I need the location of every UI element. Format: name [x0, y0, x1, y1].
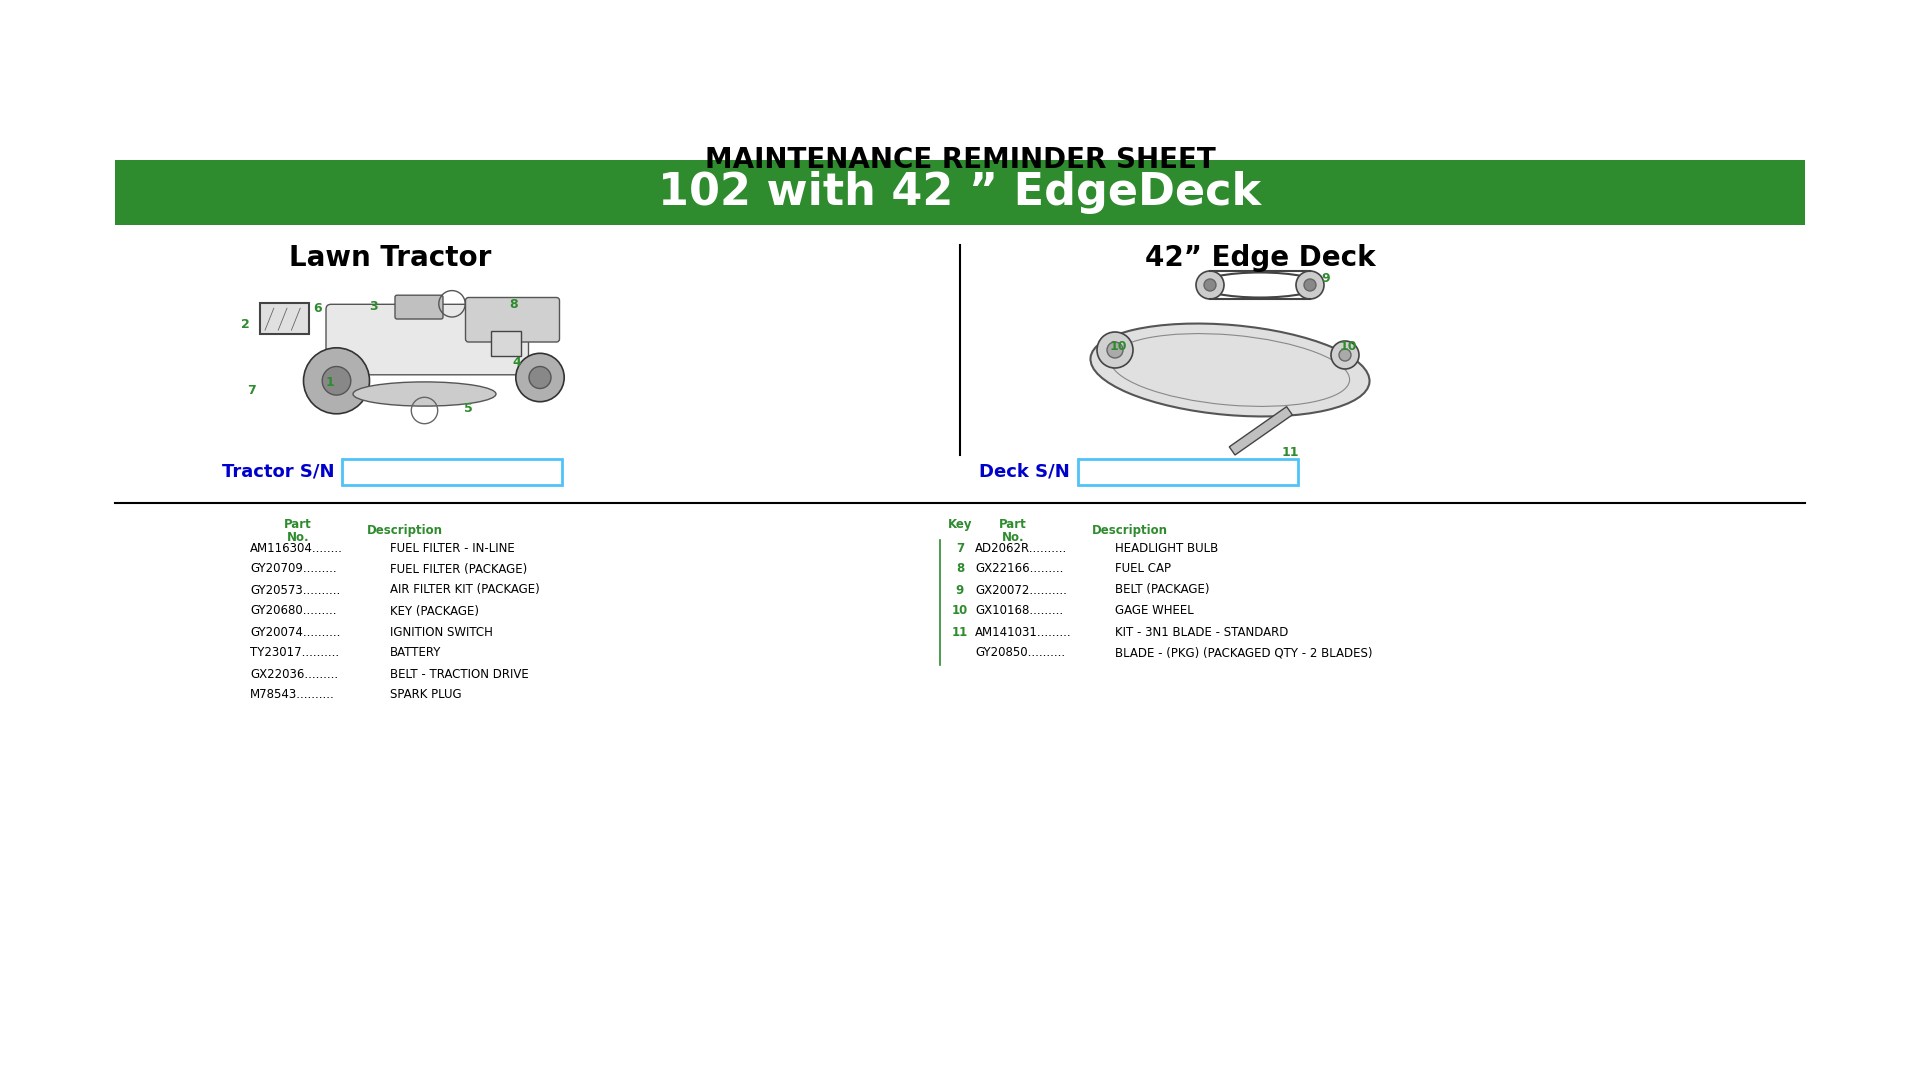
- Text: GX22036.........: GX22036.........: [250, 667, 338, 680]
- Circle shape: [1204, 279, 1215, 291]
- Circle shape: [323, 366, 351, 395]
- Ellipse shape: [1091, 324, 1369, 417]
- Text: Deck S/N: Deck S/N: [979, 463, 1069, 481]
- Text: BLADE - (PKG) (PACKAGED QTY - 2 BLADES): BLADE - (PKG) (PACKAGED QTY - 2 BLADES): [1116, 647, 1373, 660]
- Text: KEY (PACKAGE): KEY (PACKAGE): [390, 605, 478, 618]
- Text: Description: Description: [367, 524, 444, 537]
- Text: GY20709.........: GY20709.........: [250, 563, 336, 576]
- Text: 11: 11: [1281, 445, 1298, 459]
- Text: TY23017..........: TY23017..........: [250, 647, 340, 660]
- Text: M78543..........: M78543..........: [250, 689, 334, 702]
- Text: FUEL CAP: FUEL CAP: [1116, 563, 1171, 576]
- Text: 4: 4: [513, 355, 522, 368]
- Text: 8: 8: [509, 298, 518, 311]
- Text: GY20850..........: GY20850..........: [975, 647, 1066, 660]
- Text: 10: 10: [1110, 339, 1127, 352]
- Text: 8: 8: [956, 563, 964, 576]
- Text: Tractor S/N: Tractor S/N: [223, 463, 334, 481]
- Text: AIR FILTER KIT (PACKAGE): AIR FILTER KIT (PACKAGE): [390, 583, 540, 596]
- Text: 9: 9: [1321, 272, 1331, 285]
- Text: SPARK PLUG: SPARK PLUG: [390, 689, 461, 702]
- Bar: [1229, 407, 1292, 455]
- Bar: [490, 332, 522, 355]
- Circle shape: [1196, 271, 1225, 299]
- Text: GX20072..........: GX20072..........: [975, 583, 1068, 596]
- Text: GY20074..........: GY20074..........: [250, 625, 340, 638]
- Text: 3: 3: [371, 299, 378, 312]
- Circle shape: [1338, 349, 1352, 361]
- Text: 1: 1: [326, 377, 334, 390]
- Text: FUEL FILTER - IN-LINE: FUEL FILTER - IN-LINE: [390, 541, 515, 554]
- Text: 11: 11: [952, 625, 968, 638]
- Text: Key: Key: [948, 518, 972, 531]
- FancyBboxPatch shape: [465, 297, 559, 342]
- Text: GY20680.........: GY20680.........: [250, 605, 336, 618]
- Text: FUEL FILTER (PACKAGE): FUEL FILTER (PACKAGE): [390, 563, 528, 576]
- Text: Part: Part: [284, 518, 311, 531]
- Text: 7: 7: [248, 383, 257, 396]
- Text: Lawn Tractor: Lawn Tractor: [288, 244, 492, 272]
- Text: BELT (PACKAGE): BELT (PACKAGE): [1116, 583, 1210, 596]
- Circle shape: [1296, 271, 1325, 299]
- Text: 2: 2: [240, 318, 250, 330]
- Text: 102 with 42 ” EdgeDeck: 102 with 42 ” EdgeDeck: [659, 171, 1261, 214]
- Text: 10: 10: [952, 605, 968, 618]
- Text: GX10168.........: GX10168.........: [975, 605, 1064, 618]
- Bar: [115, 160, 1805, 225]
- Text: 5: 5: [463, 402, 472, 415]
- Text: AM141031.........: AM141031.........: [975, 625, 1071, 638]
- Circle shape: [1331, 341, 1359, 369]
- Text: 10: 10: [1340, 339, 1357, 352]
- Circle shape: [516, 353, 564, 402]
- Text: MAINTENANCE REMINDER SHEET: MAINTENANCE REMINDER SHEET: [705, 146, 1215, 174]
- Text: 42” Edge Deck: 42” Edge Deck: [1144, 244, 1375, 272]
- Bar: [259, 302, 309, 334]
- Text: GX22166.........: GX22166.........: [975, 563, 1064, 576]
- Circle shape: [1304, 279, 1315, 291]
- Text: KIT - 3N1 BLADE - STANDARD: KIT - 3N1 BLADE - STANDARD: [1116, 625, 1288, 638]
- Text: Part: Part: [998, 518, 1027, 531]
- Text: 9: 9: [956, 583, 964, 596]
- Text: HEADLIGHT BULB: HEADLIGHT BULB: [1116, 541, 1219, 554]
- Text: Description: Description: [1092, 524, 1167, 537]
- Text: BELT - TRACTION DRIVE: BELT - TRACTION DRIVE: [390, 667, 528, 680]
- Text: GAGE WHEEL: GAGE WHEEL: [1116, 605, 1194, 618]
- Text: IGNITION SWITCH: IGNITION SWITCH: [390, 625, 493, 638]
- Text: No.: No.: [1002, 531, 1023, 544]
- Text: AD2062R..........: AD2062R..........: [975, 541, 1068, 554]
- Bar: [342, 459, 563, 485]
- Text: No.: No.: [286, 531, 309, 544]
- Circle shape: [1108, 342, 1123, 357]
- FancyBboxPatch shape: [326, 305, 528, 375]
- Circle shape: [530, 366, 551, 389]
- Text: BATTERY: BATTERY: [390, 647, 442, 660]
- Circle shape: [303, 348, 369, 414]
- Text: 7: 7: [956, 541, 964, 554]
- Text: GY20573..........: GY20573..........: [250, 583, 340, 596]
- Ellipse shape: [353, 382, 495, 406]
- Circle shape: [1096, 332, 1133, 368]
- Text: 6: 6: [313, 302, 323, 315]
- FancyBboxPatch shape: [396, 295, 444, 319]
- Bar: [1077, 459, 1298, 485]
- Text: AM116304........: AM116304........: [250, 541, 344, 554]
